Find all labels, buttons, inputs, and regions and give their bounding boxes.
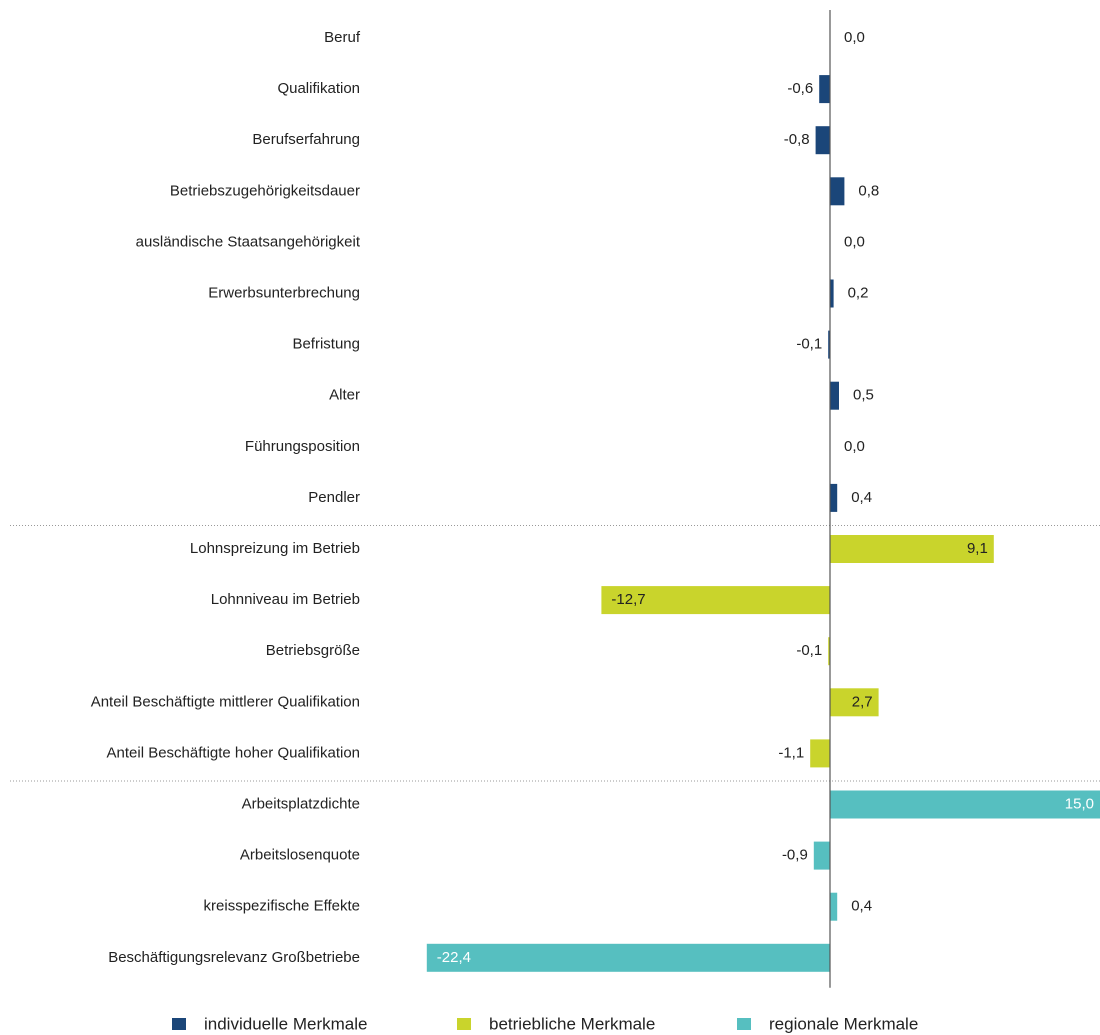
category-label: Führungsposition: [245, 438, 360, 455]
value-label: 0,5: [853, 387, 874, 404]
category-label: Lohnspreizung im Betrieb: [190, 540, 360, 557]
value-label: 0,0: [844, 29, 865, 46]
value-label: -12,7: [611, 591, 645, 608]
bar: [426, 943, 830, 972]
bar: [830, 535, 994, 563]
legend-label: individuelle Merkmale: [204, 1014, 367, 1033]
bar: [601, 586, 830, 615]
category-label: Befristung: [292, 336, 360, 353]
bar: [830, 381, 839, 410]
value-label: 0,0: [844, 438, 865, 455]
category-label: Betriebsgröße: [266, 642, 360, 659]
value-label: 0,4: [851, 898, 872, 915]
legend-swatch: [172, 1018, 186, 1030]
value-label: 9,1: [967, 540, 988, 557]
category-label: ausländische Staatsangehörigkeit: [136, 233, 361, 250]
value-label: 0,0: [844, 233, 865, 250]
category-label: Beschäftigungsrelevanz Großbetriebe: [108, 949, 360, 966]
bar: [830, 790, 1100, 819]
bar: [830, 688, 879, 717]
category-label: Anteil Beschäftigte hoher Qualifikation: [107, 744, 360, 761]
category-label: Qualifikation: [277, 80, 360, 97]
value-label: 0,4: [851, 489, 872, 506]
category-label: Lohnniveau im Betrieb: [211, 591, 360, 608]
value-label: -22,4: [437, 949, 471, 966]
bar: [830, 483, 838, 512]
category-label: Erwerbsunterbrechung: [208, 284, 360, 301]
legend-label: regionale Merkmale: [769, 1014, 918, 1033]
category-label: Berufserfahrung: [252, 131, 360, 148]
category-label: Alter: [329, 387, 360, 404]
legend-swatch: [457, 1018, 471, 1030]
category-label: Anteil Beschäftigte mittlerer Qualifikat…: [91, 693, 360, 710]
value-label: -0,6: [787, 80, 813, 97]
value-label: 0,2: [848, 284, 869, 301]
category-label: Betriebszugehörigkeitsdauer: [170, 182, 360, 199]
bar: [815, 126, 830, 155]
value-label: -0,1: [796, 642, 822, 659]
bar: [830, 892, 838, 921]
value-label: 15,0: [1065, 795, 1094, 812]
bar: [819, 75, 830, 104]
category-label: Pendler: [308, 489, 360, 506]
bar: [813, 841, 830, 870]
value-label: -1,1: [778, 744, 804, 761]
legend-swatch: [737, 1018, 751, 1030]
value-label: -0,1: [796, 336, 822, 353]
value-label: 2,7: [852, 693, 873, 710]
category-label: Beruf: [324, 29, 361, 46]
category-label: Arbeitslosenquote: [240, 847, 360, 864]
bar: [830, 279, 834, 308]
category-label: Arbeitsplatzdichte: [242, 795, 360, 812]
value-label: 0,8: [858, 182, 879, 199]
category-label: kreisspezifische Effekte: [204, 898, 360, 915]
value-label: -0,8: [784, 131, 810, 148]
bar: [830, 177, 845, 206]
bar: [810, 739, 830, 768]
value-label: -0,9: [782, 847, 808, 864]
bar: [828, 637, 830, 666]
bar: [828, 330, 830, 359]
legend-label: betriebliche Merkmale: [489, 1014, 655, 1033]
